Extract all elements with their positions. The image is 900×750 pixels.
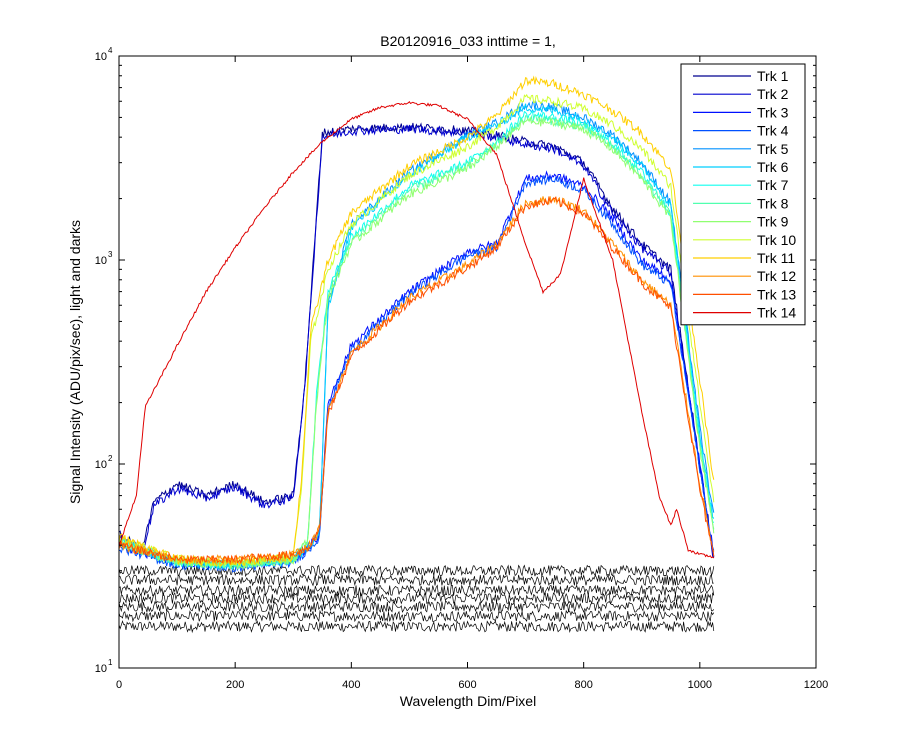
x-tick-label: 800 bbox=[574, 679, 592, 691]
x-tick-label: 1200 bbox=[804, 679, 828, 691]
series-line bbox=[119, 175, 715, 573]
series-line bbox=[119, 75, 715, 568]
legend-label: Trk 14 bbox=[757, 305, 796, 321]
series-line bbox=[119, 117, 715, 571]
y-tick-label-base: 10 bbox=[95, 51, 107, 63]
series-line bbox=[119, 101, 715, 559]
y-tick-label-exp: 4 bbox=[108, 46, 113, 55]
series-line bbox=[119, 195, 715, 565]
dark-line bbox=[119, 600, 715, 614]
legend-label: Trk 10 bbox=[757, 232, 796, 248]
y-tick-label-base: 10 bbox=[95, 663, 107, 675]
legend-label: Trk 8 bbox=[757, 195, 789, 211]
series-line bbox=[119, 110, 715, 571]
plot-frame bbox=[118, 55, 817, 669]
dark-line bbox=[119, 573, 714, 587]
y-tick-label-base: 10 bbox=[95, 459, 107, 471]
x-tick-label: 200 bbox=[226, 679, 244, 691]
chart-title: B20120916_033 inttime = 1, bbox=[380, 33, 556, 49]
series-layer bbox=[119, 75, 715, 634]
y-tick-label-base: 10 bbox=[95, 255, 107, 267]
x-tick-label: 600 bbox=[458, 679, 476, 691]
legend-label: Trk 4 bbox=[757, 123, 789, 139]
x-tick-label: 1000 bbox=[688, 679, 712, 691]
legend-label: Trk 6 bbox=[757, 159, 789, 175]
y-tick-label-exp: 2 bbox=[108, 454, 113, 463]
legend-label: Trk 7 bbox=[757, 177, 789, 193]
dark-line bbox=[119, 620, 715, 634]
series-line bbox=[119, 124, 715, 559]
legend-label: Trk 3 bbox=[757, 104, 789, 120]
x-tick-label: 0 bbox=[116, 679, 122, 691]
dark-line bbox=[119, 609, 715, 623]
legend-label: Trk 12 bbox=[757, 268, 796, 284]
x-axis-label: Wavelength Dim/Pixel bbox=[400, 693, 536, 709]
y-axis-label: Signal Intensity (ADU/pix/sec), light an… bbox=[67, 220, 83, 504]
y-tick-label-exp: 3 bbox=[108, 250, 113, 259]
legend-label: Trk 11 bbox=[757, 250, 795, 266]
legend-box bbox=[680, 63, 806, 326]
legend-label: Trk 1 bbox=[757, 68, 789, 84]
legend-label: Trk 9 bbox=[757, 214, 789, 230]
x-tick-label: 400 bbox=[342, 679, 360, 691]
legend-label: Trk 13 bbox=[757, 286, 796, 302]
legend: Trk 1 Trk 2 Trk 3 Trk 4 Trk 5 Trk 6 Trk 7 Trk 8… bbox=[680, 63, 806, 326]
y-tick-label-exp: 1 bbox=[108, 658, 113, 667]
legend-label: Trk 5 bbox=[757, 141, 789, 157]
dark-line bbox=[119, 584, 715, 597]
legend-label: Trk 2 bbox=[757, 86, 789, 102]
